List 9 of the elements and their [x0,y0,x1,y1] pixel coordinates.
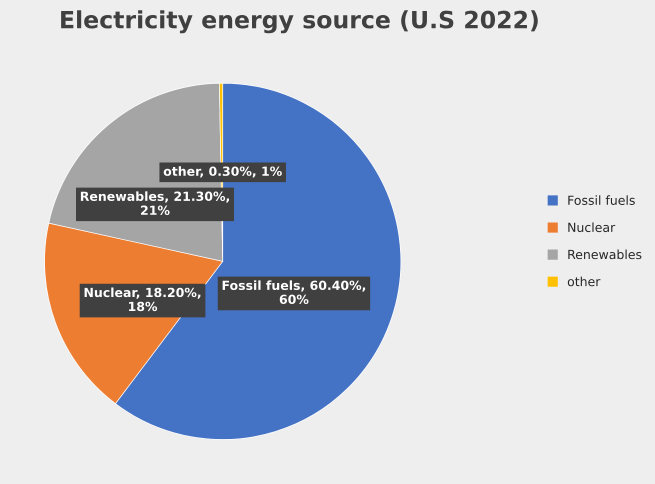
data-label: other, 0.30%, 1% [164,166,282,178]
legend-label: Fossil fuels [568,195,635,205]
data-label: Renewables, 21.30%, 21% [80,191,230,215]
legend-label: other [568,276,600,286]
chart-title: Electricity energy source (U.S 2022) [61,10,538,34]
data-label: Nuclear, 18.20%, 18% [84,287,200,312]
legend-label: Nuclear [568,222,616,232]
legend-label: Renewables [568,250,642,260]
data-label: Fossil fuels, 60.40%, 60% [222,280,366,304]
